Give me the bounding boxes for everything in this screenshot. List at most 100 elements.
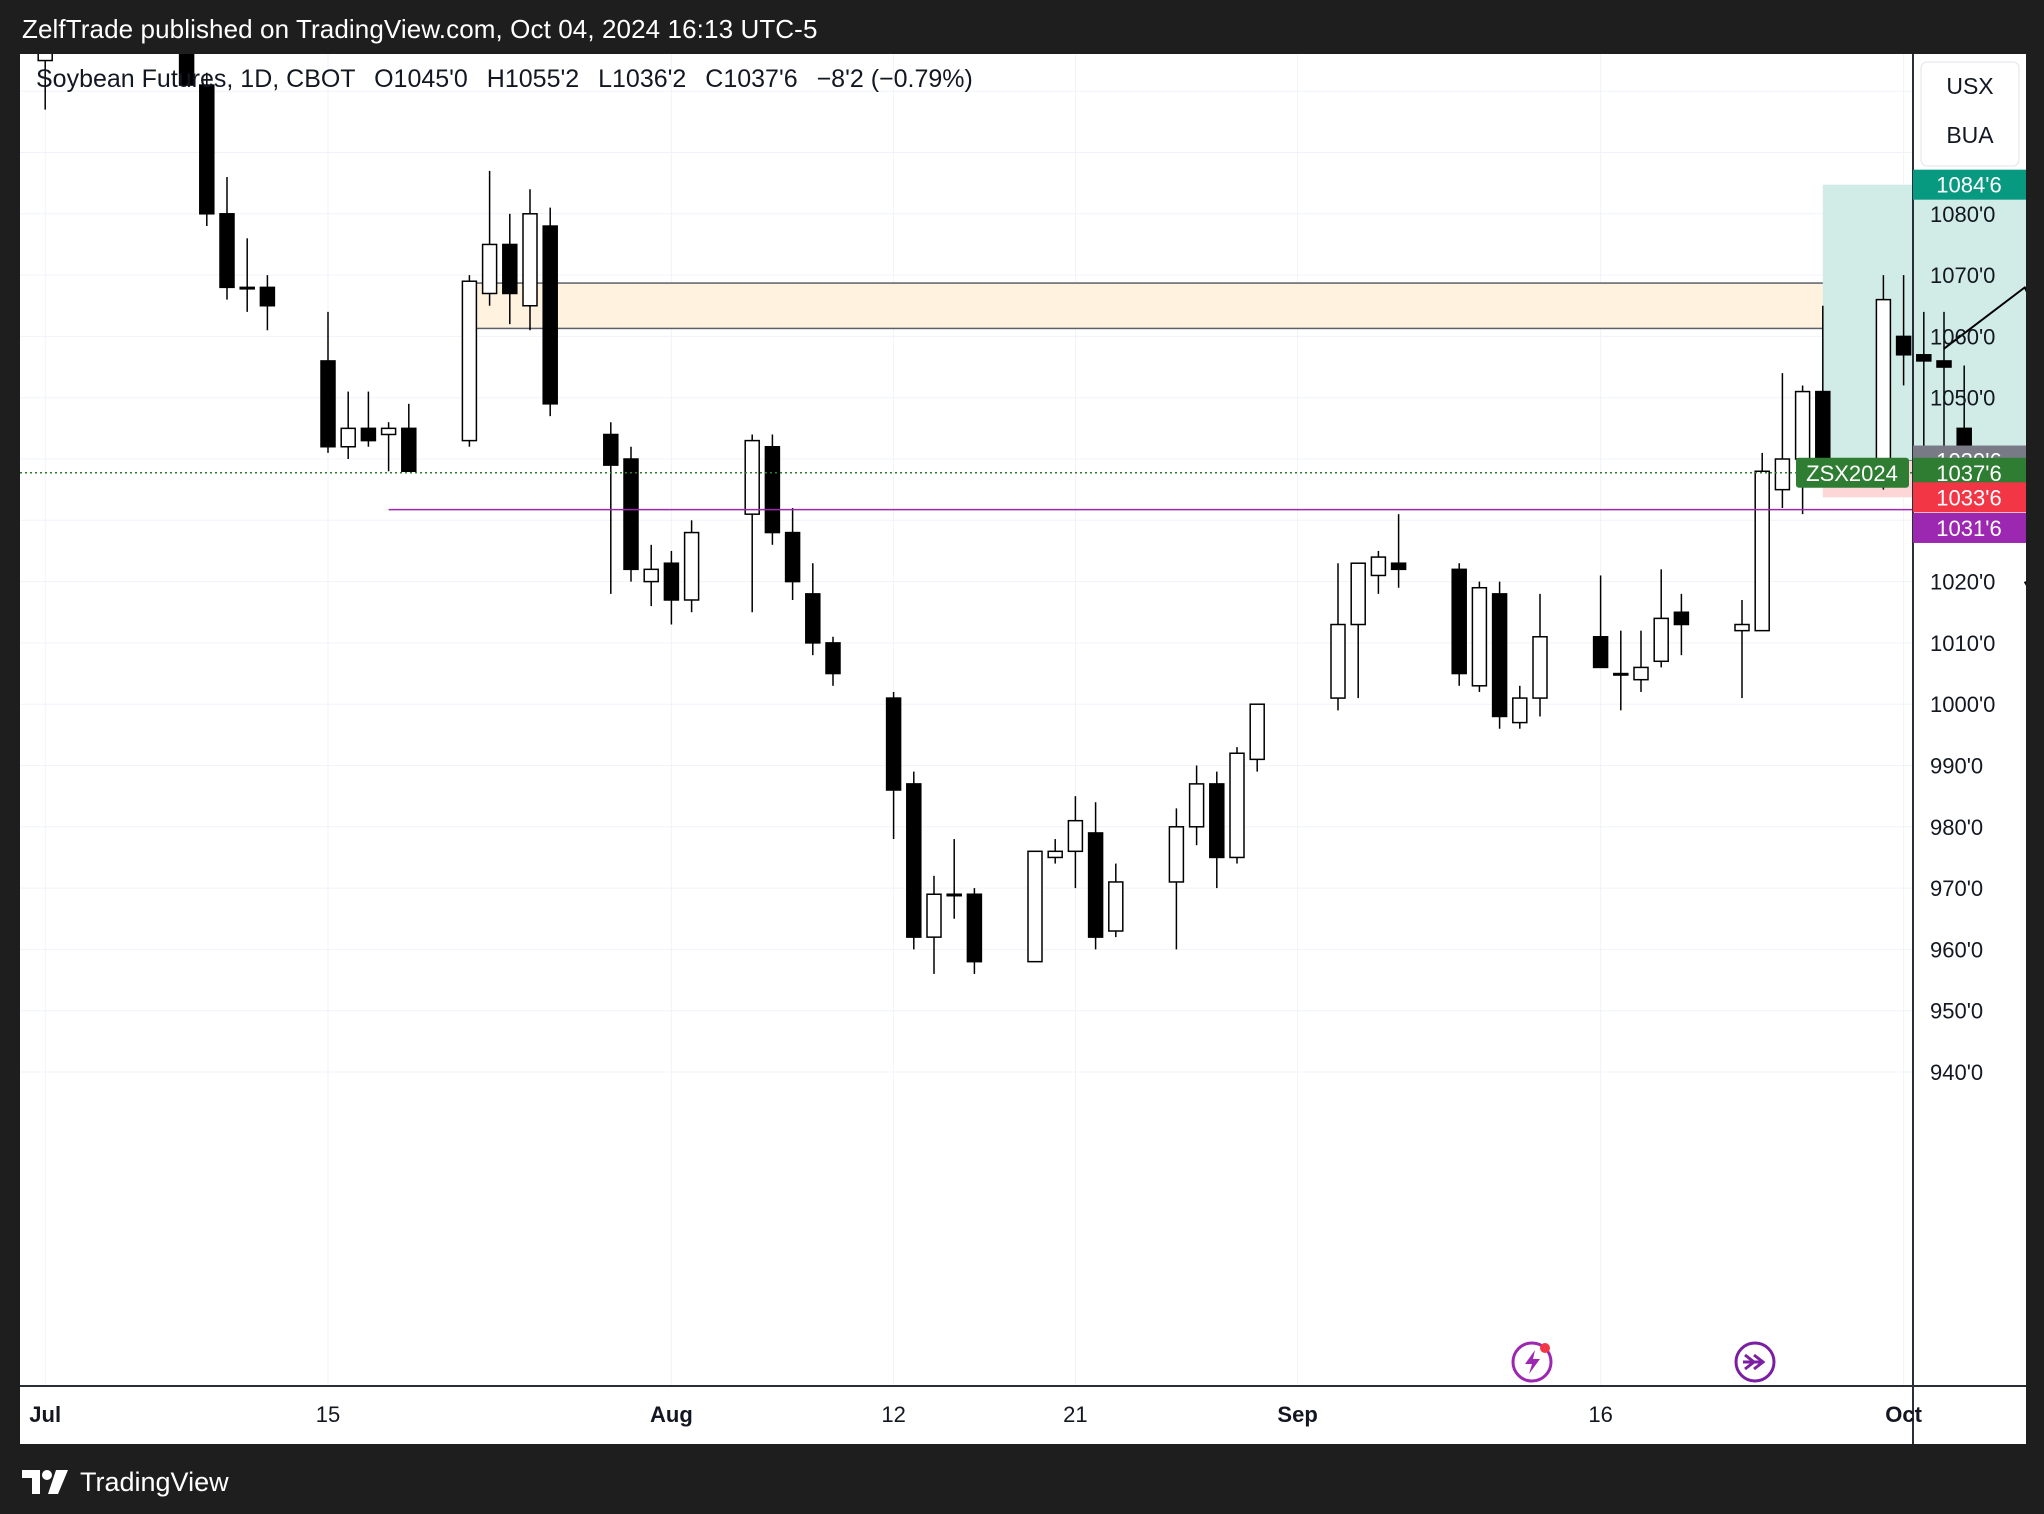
price-axis[interactable]: 940'0 950'0 960'0 970'0 980'0 990'0 1000'0 1010… xyxy=(1930,54,1995,1085)
tradingview-footer[interactable]: TradingView xyxy=(22,1462,229,1502)
candle-body xyxy=(1087,832,1104,938)
candle-body xyxy=(885,697,902,791)
candle-body xyxy=(1330,623,1346,699)
chart-frame[interactable]: Soybean Futures, 1D, CBOT O1045'0 H1055'… xyxy=(20,54,2026,1444)
candle-body xyxy=(37,54,53,62)
candle-body xyxy=(1168,826,1185,883)
candle-bearish xyxy=(603,422,619,594)
candle-bullish xyxy=(1047,839,1063,864)
candle-bullish xyxy=(1188,765,1205,846)
candle-bullish xyxy=(1108,863,1124,938)
legend-high-value: 1055'2 xyxy=(505,65,579,93)
candle-bearish xyxy=(885,691,902,840)
candle-body xyxy=(1491,593,1508,718)
candle-body xyxy=(966,893,983,963)
candle-body xyxy=(1613,672,1629,676)
candle-body xyxy=(683,531,700,601)
candle-body xyxy=(481,243,498,295)
symbol-badge-label: ZSX2024 xyxy=(1806,461,1898,486)
candle-body xyxy=(1532,636,1548,699)
legend-row: Soybean Futures, 1D, CBOT O1045'0 H1055'… xyxy=(36,65,973,93)
drawn-up-path xyxy=(1943,286,2026,350)
price-tick-label: 950'0 xyxy=(1930,999,1983,1024)
candle-body xyxy=(199,84,215,215)
candle-body xyxy=(1390,562,1407,571)
candle-body xyxy=(1673,611,1690,626)
candle-body xyxy=(1067,819,1084,853)
candle-bearish xyxy=(966,888,983,974)
legend-close-label: C xyxy=(705,65,723,93)
candle-body xyxy=(926,893,942,938)
candle-bullish xyxy=(1471,581,1488,692)
tradingview-brand: TradingView xyxy=(80,1466,229,1497)
candle-bearish xyxy=(825,636,841,686)
candle-bullish xyxy=(946,839,962,919)
price-chart[interactable]: Soybean Futures, 1D, CBOT O1045'0 H1055'… xyxy=(20,54,2026,1444)
level-badge-label: 1031'6 xyxy=(1936,516,2001,541)
time-tick-label: 12 xyxy=(881,1402,905,1427)
candle-bullish xyxy=(1653,569,1669,668)
candle-bearish xyxy=(1209,771,1225,889)
candle-body xyxy=(1047,850,1063,859)
unit-quantity: BUA xyxy=(1946,122,1994,148)
price-tick-label: 990'0 xyxy=(1930,754,1983,779)
time-tick-label: 15 xyxy=(316,1402,340,1427)
candle-body xyxy=(542,225,558,405)
candle-bearish xyxy=(623,446,639,582)
published-line: ZelfTrade published on TradingView.com, … xyxy=(22,14,818,44)
candle-bullish xyxy=(37,54,53,110)
candle-body xyxy=(320,360,336,448)
last-price-badge-label: 1037'6 xyxy=(1936,461,2001,486)
candle-bearish xyxy=(1895,275,1912,386)
candle-bearish xyxy=(1087,802,1104,950)
candle-body xyxy=(663,562,680,601)
stop-badge xyxy=(1913,482,2026,513)
legend-open-label: O xyxy=(374,65,393,93)
tradingview-logo-icon xyxy=(22,1470,68,1494)
candle-body xyxy=(623,458,639,571)
candle-bearish xyxy=(805,563,821,656)
time-tick-label: 21 xyxy=(1063,1402,1087,1427)
price-tick-label: 940'0 xyxy=(1930,1060,1983,1085)
price-tick-label: 1080'0 xyxy=(1930,202,1995,227)
candle-bearish xyxy=(199,72,215,227)
candle-bullish xyxy=(1512,685,1528,729)
level-badge xyxy=(1913,512,2026,543)
candle-body xyxy=(239,286,255,290)
flash-icon[interactable] xyxy=(1511,1341,1553,1383)
time-axis[interactable]: Jul15Aug1221Sep16Oct1423 xyxy=(29,1402,2026,1427)
candle-bullish xyxy=(1067,796,1084,889)
candle-body xyxy=(1188,783,1205,828)
candle-bullish xyxy=(1734,599,1750,699)
price-badges: 1084'6 1039'6 ZSX2024 1037'6 1033'6 1031… xyxy=(1796,169,2026,543)
candle-body xyxy=(1451,568,1467,675)
candle-body xyxy=(784,531,801,583)
candle-bearish xyxy=(906,771,922,950)
candle-bearish xyxy=(320,311,336,453)
units-box[interactable] xyxy=(1920,61,2020,167)
legend-high-label: H xyxy=(487,65,505,93)
candle-bullish xyxy=(1350,562,1366,699)
candle-bearish xyxy=(784,508,801,600)
candle-bullish xyxy=(744,434,760,613)
fast-forward-icon[interactable] xyxy=(1734,1341,1776,1383)
price-tick-label: 1070'0 xyxy=(1930,263,1995,288)
candle-body xyxy=(1916,354,1932,362)
candle-body xyxy=(178,54,195,86)
candle-body xyxy=(805,593,821,644)
tp-badge-label: 1084'6 xyxy=(1936,173,2001,198)
candle-bullish xyxy=(1229,747,1245,864)
candle-body xyxy=(1512,697,1528,724)
candle-body xyxy=(1936,360,1952,368)
time-tick-label: 16 xyxy=(1588,1402,1612,1427)
candle-bullish xyxy=(239,238,255,312)
candle-bearish xyxy=(1916,311,1932,459)
candle-body xyxy=(906,783,922,938)
candle-bearish xyxy=(1592,575,1609,669)
candle-bearish xyxy=(259,275,276,331)
candle-body xyxy=(461,280,478,442)
candle-bearish xyxy=(1673,593,1690,656)
unit-currency: USX xyxy=(1946,73,1993,99)
candle-body xyxy=(1653,617,1669,663)
candle-bullish xyxy=(926,875,942,974)
